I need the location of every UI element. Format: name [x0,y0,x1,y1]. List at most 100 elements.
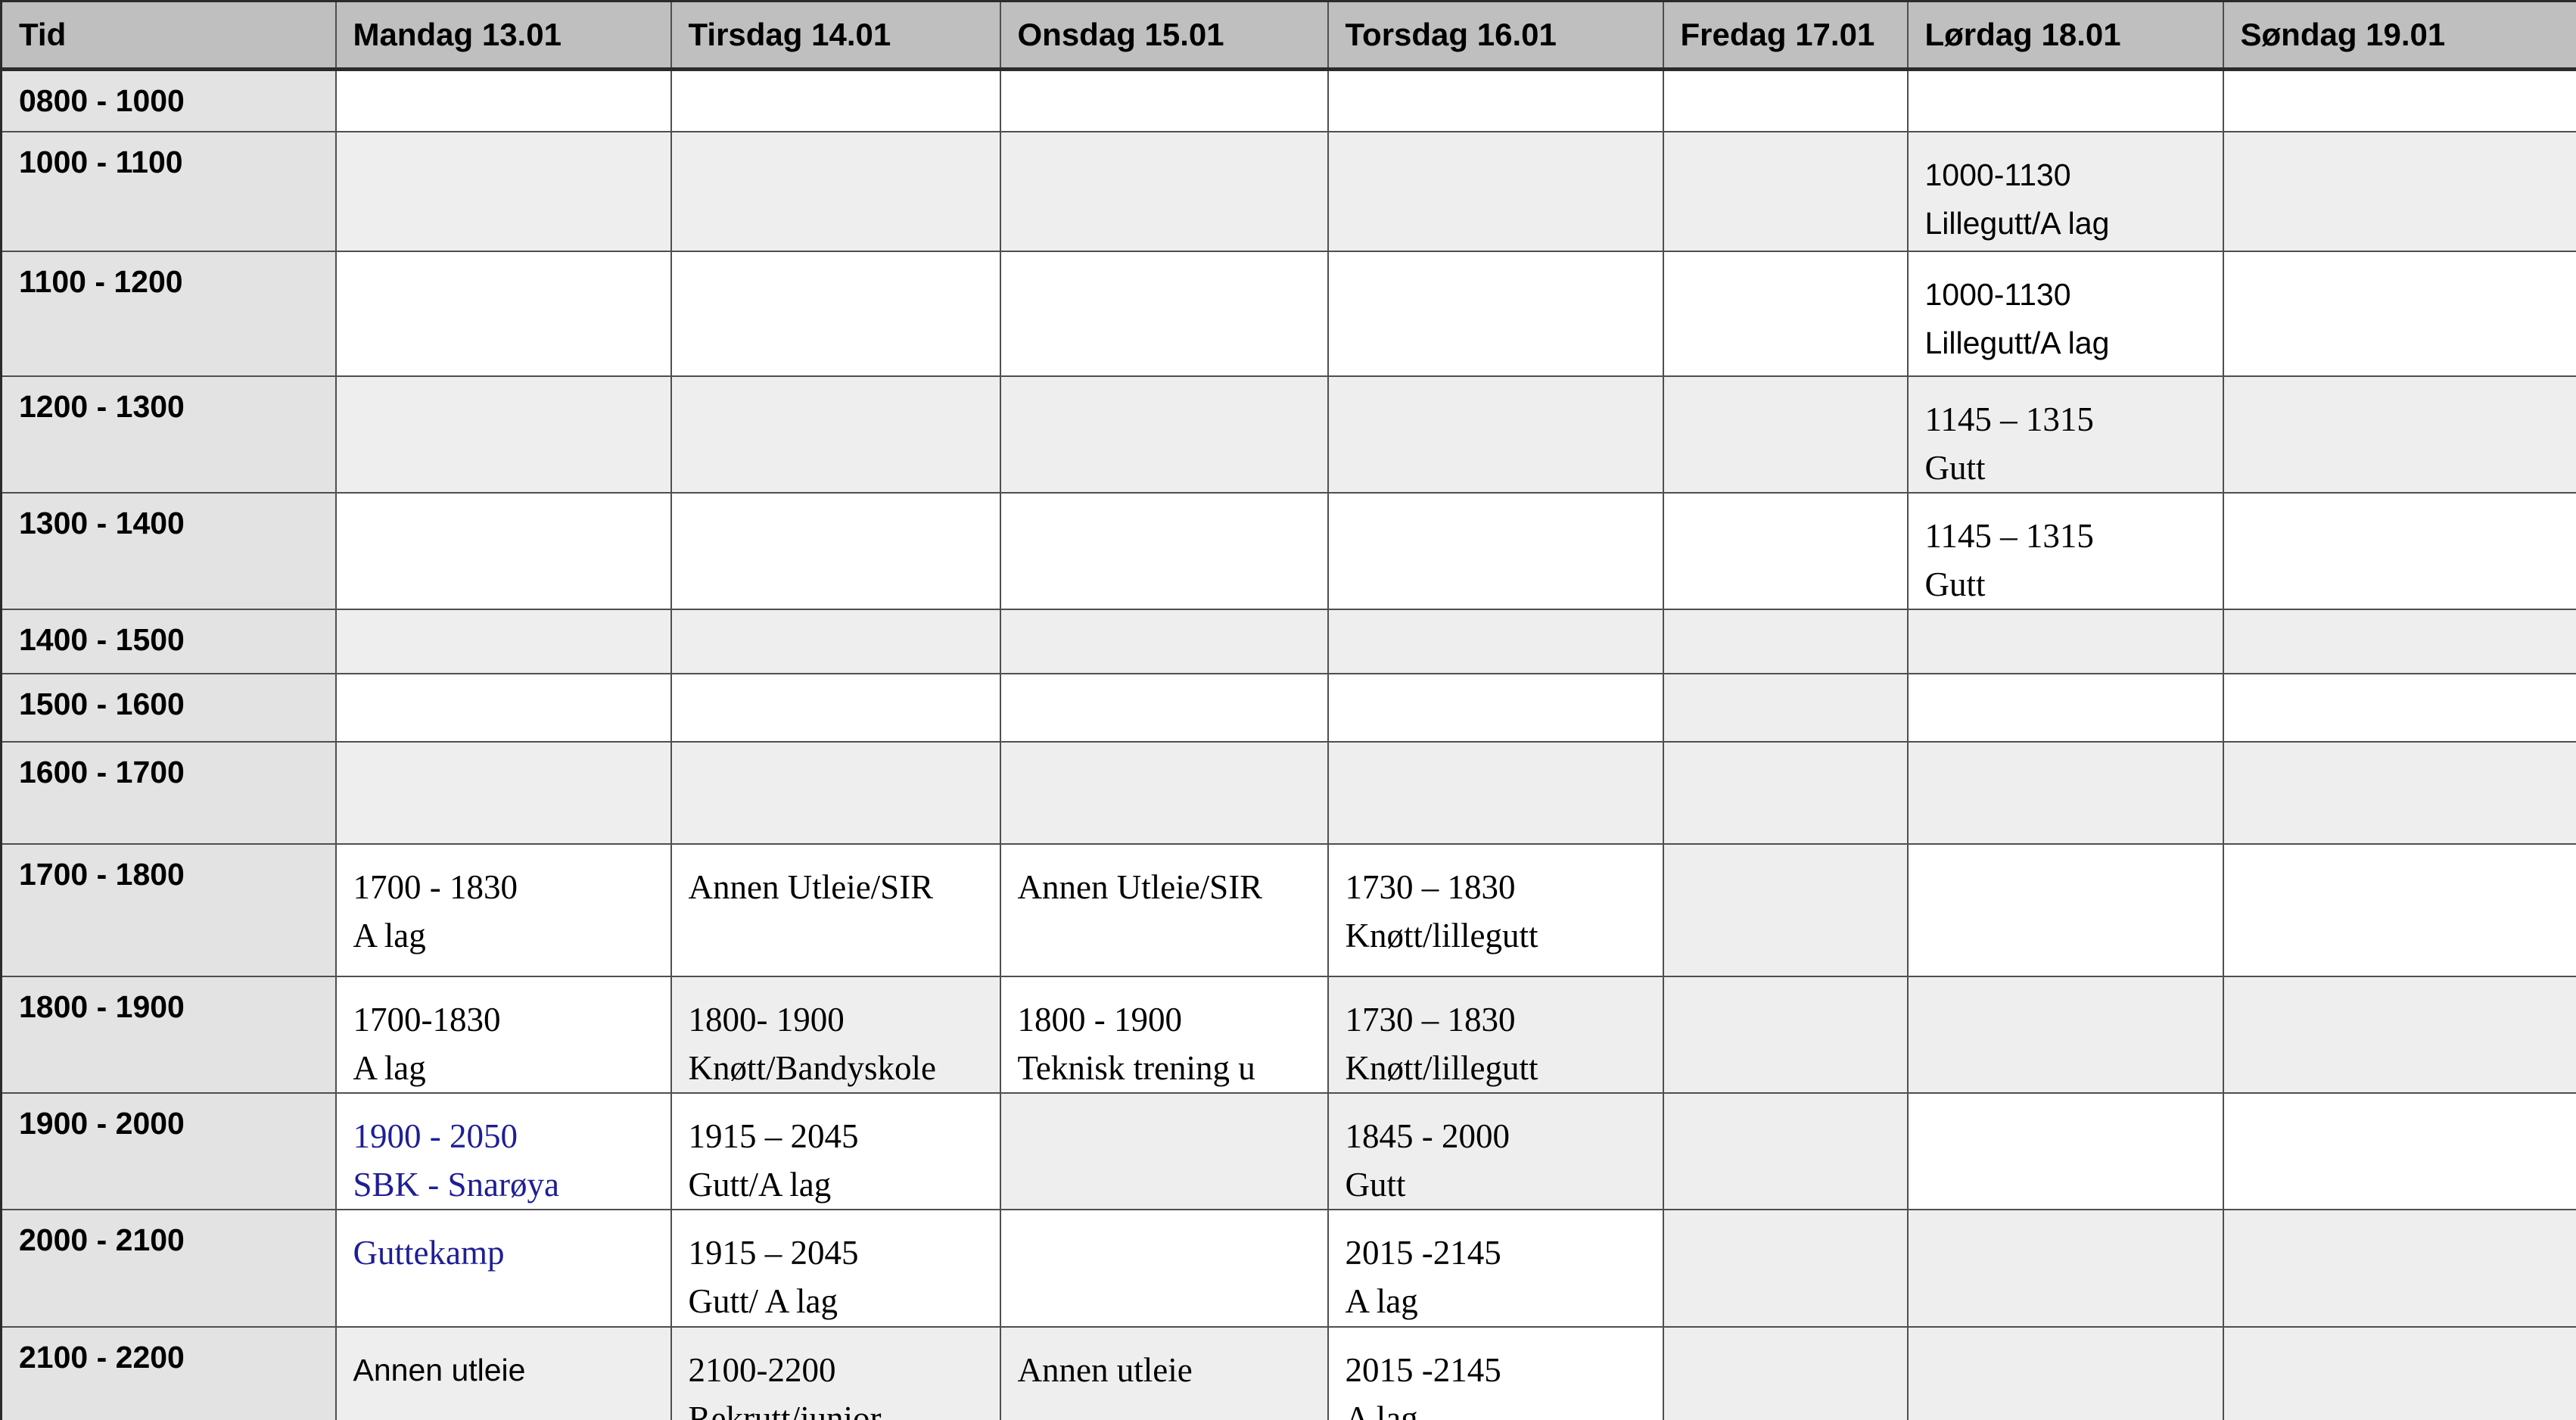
table-row: 2100 - 2200 Annen utleie 2100-2200 Rekrutt/… [0,1325,2576,1420]
time-cell: 1900 - 2000 [0,1091,337,1210]
booking-entry-line: A lag [353,1048,426,1087]
booking-entry-line: Teknisk trening u [1017,1048,1255,1087]
schedule-cell-onsdag [999,608,1329,674]
schedule-cell-fredag [1662,1091,1909,1210]
schedule-cell-torsdag [1327,740,1664,845]
schedule-cell-sondag [2222,975,2576,1094]
schedule-cell-mandag: Guttekamp [334,1208,672,1328]
schedule-cell-torsdag: 2015 -2145 A lag [1327,1208,1664,1328]
time-cell: 1600 - 1700 [0,740,337,845]
schedule-cell-tirsdag [670,672,1001,743]
booking-entry: 1900 - 2050 SBK - Snarøya [338,1095,670,1208]
schedule-cell-tirsdag [670,491,1001,610]
table-row: 1100 - 1200 1000-1130 Lillegutt/A lag [0,250,2576,377]
schedule-cell-fredag [1662,250,1909,377]
schedule-cell-onsdag: 1800 - 1900 Teknisk trening u [999,975,1329,1094]
schedule-cell-torsdag: 1730 – 1830 Knøtt/lillegutt [1327,975,1664,1094]
booking-entry: 1700-1830 A lag [338,978,670,1091]
schedule-cell-tirsdag [670,608,1001,674]
schedule-cell-tirsdag: 1915 – 2045 Gutt/ A lag [670,1208,1001,1328]
time-cell: 1100 - 1200 [0,250,337,377]
schedule-cell-mandag [334,491,672,610]
schedule-cell-mandag: Annen utleie [334,1325,672,1420]
schedule-cell-sondag [2222,842,2576,977]
schedule-cell-lordag: 1000-1130 Lillegutt/A lag [1906,250,2224,377]
schedule-cell-onsdag [999,130,1329,252]
booking-entry-line: Knøtt/Bandyskole [688,1048,936,1087]
schedule-cell-mandag [334,375,672,494]
schedule-cell-lordag: 1145 – 1315 Gutt [1906,491,2224,610]
booking-entry: 1700 - 1830 A lag [338,845,670,960]
schedule-cell-tirsdag: 1915 – 2045 Gutt/A lag [670,1091,1001,1210]
schedule-cell-sondag [2222,375,2576,494]
schedule-cell-sondag [2222,130,2576,252]
schedule-cell-sondag [2222,68,2576,132]
booking-entry: 1000-1130 Lillegutt/A lag [1909,253,2222,367]
schedule-cell-fredag [1662,130,1909,252]
time-cell: 1000 - 1100 [0,130,337,252]
table-row: 1800 - 1900 1700-1830 A lag 1800- 1900 Knøtt… [0,975,2576,1094]
booking-entry-line: Knøtt/lillegutt [1345,916,1538,954]
booking-entry-line: Gutt [1924,565,1986,603]
column-header-fredag: Fredag 17.01 [1662,0,1909,71]
header-row: Tid Mandag 13.01 Tirsdag 14.01 Onsdag 15.01… [0,0,2576,71]
schedule-cell-mandag [334,130,672,252]
schedule-cell-onsdag [999,672,1329,743]
schedule-cell-fredag [1662,842,1909,977]
column-header-lordag: Lørdag 18.01 [1906,0,2224,71]
column-header-torsdag: Torsdag 16.01 [1327,0,1664,71]
column-header-onsdag: Onsdag 15.01 [999,0,1329,71]
schedule-cell-onsdag [999,1208,1329,1328]
column-header-sondag: Søndag 19.01 [2222,0,2576,71]
booking-entry-line: 1915 – 2045 [688,1116,859,1155]
booking-entry-line: Annen Utleie/SIR [1017,867,1263,906]
booking-entry-line: 1145 – 1315 [1924,516,2094,555]
time-cell: 2100 - 2200 [0,1325,337,1420]
schedule-cell-tirsdag: Annen Utleie/SIR [670,842,1001,977]
schedule-cell-torsdag: 2015 -2145 A lag [1327,1325,1664,1420]
schedule-cell-sondag [2222,1091,2576,1210]
schedule-cell-torsdag [1327,250,1664,377]
booking-entry-line: 1730 – 1830 [1345,867,1516,906]
booking-entry-line: 1800- 1900 [688,1000,845,1039]
schedule-cell-tirsdag [670,68,1001,132]
schedule-cell-onsdag: Annen utleie [999,1325,1329,1420]
time-cell: 2000 - 2100 [0,1208,337,1328]
schedule-cell-sondag [2222,740,2576,845]
booking-entry-line: 1700 - 1830 [353,867,518,906]
schedule-cell-onsdag: Annen Utleie/SIR [999,842,1329,977]
schedule-cell-torsdag: 1730 – 1830 Knøtt/lillegutt [1327,842,1664,977]
booking-entry-line: 1915 – 2045 [688,1233,859,1272]
schedule-cell-tirsdag [670,740,1001,845]
time-cell: 1200 - 1300 [0,375,337,494]
time-cell: 1700 - 1800 [0,842,337,977]
schedule-cell-fredag [1662,608,1909,674]
booking-entry-line: Annen Utleie/SIR [688,867,934,906]
booking-entry-line: 1845 - 2000 [1345,1116,1510,1155]
booking-entry: 2015 -2145 A lag [1330,1211,1662,1325]
schedule-cell-mandag: 1700 - 1830 A lag [334,842,672,977]
booking-entry: 1800 - 1900 Teknisk trening u [1002,978,1327,1091]
schedule-cell-lordag [1906,608,2224,674]
schedule-cell-sondag [2222,491,2576,610]
booking-entry: 1915 – 2045 Gutt/ A lag [673,1211,999,1325]
booking-entry: Annen Utleie/SIR [1002,845,1327,911]
schedule-cell-torsdag [1327,68,1664,132]
schedule-cell-tirsdag: 1800- 1900 Knøtt/Bandyskole [670,975,1001,1094]
booking-entry-line: Rekrutt/junior [688,1399,882,1420]
table-row: 1000 - 1100 1000-1130 Lillegutt/A lag [0,130,2576,252]
schedule-cell-tirsdag [670,250,1001,377]
schedule-cell-onsdag [999,68,1329,132]
table-row: 1900 - 2000 1900 - 2050 SBK - Snarøya 1915 … [0,1091,2576,1210]
table-row: 1300 - 1400 1145 – 1315 Gutt [0,491,2576,610]
booking-entry-line: Annen utleie [1017,1350,1193,1389]
table-row: 1500 - 1600 [0,672,2576,743]
booking-entry-line: 1700-1830 [353,1000,501,1039]
schedule-cell-lordag: 1145 – 1315 Gutt [1906,375,2224,494]
schedule-cell-lordag [1906,1091,2224,1210]
schedule-cell-torsdag [1327,375,1664,494]
schedule-cell-tirsdag [670,130,1001,252]
schedule-cell-tirsdag [670,375,1001,494]
schedule-cell-torsdag [1327,608,1664,674]
schedule-cell-fredag [1662,491,1909,610]
